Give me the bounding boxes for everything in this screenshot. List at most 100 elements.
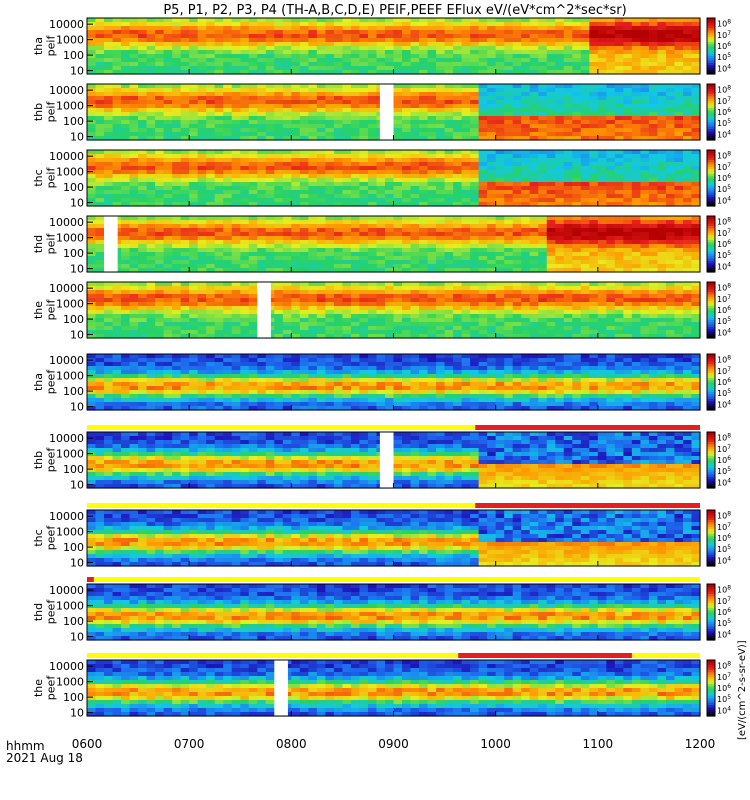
spectrogram-cell xyxy=(265,46,275,51)
spectrogram-cell xyxy=(597,22,607,27)
spectrogram-cell xyxy=(138,108,148,113)
spectrogram-cell xyxy=(121,260,131,265)
spectrogram-cell xyxy=(180,302,190,307)
spectrogram-cell xyxy=(461,240,471,245)
y-tick-label: 10 xyxy=(70,263,84,276)
spectrogram-cell xyxy=(555,22,565,27)
spectrogram-cell xyxy=(95,158,105,163)
spectrogram-cell xyxy=(436,120,446,125)
spectrogram-cell xyxy=(410,228,420,233)
spectrogram-cell xyxy=(631,62,641,67)
spectrogram-cell xyxy=(402,162,412,167)
spectrogram-cell xyxy=(223,62,233,67)
spectrogram-cell xyxy=(606,252,616,257)
spectrogram-cell xyxy=(291,314,301,319)
spectrogram-cell xyxy=(240,178,250,183)
spectrogram-cell xyxy=(580,50,590,55)
spectrogram-cell xyxy=(682,216,693,221)
spectrogram-cell xyxy=(504,46,514,51)
spectrogram-cell xyxy=(487,216,497,221)
spectrogram-cell xyxy=(546,26,556,31)
spectrogram-cell xyxy=(402,136,412,141)
spectrogram-cell xyxy=(674,54,684,59)
spectrogram-cell xyxy=(521,252,531,257)
spectrogram-cell xyxy=(376,306,386,311)
spectrogram-cell xyxy=(163,136,173,141)
spectrogram-cell xyxy=(163,66,173,71)
spectrogram-cell xyxy=(495,84,505,89)
spectrogram-cell xyxy=(631,58,641,63)
spectrogram-cell xyxy=(325,290,335,295)
spectrogram-cell xyxy=(504,186,514,191)
spectrogram-cell xyxy=(487,190,497,195)
spectrogram-cell xyxy=(410,38,420,43)
spectrogram-cell xyxy=(529,96,539,101)
spectrogram-cell xyxy=(546,132,556,137)
spectrogram-cell xyxy=(299,104,309,109)
spectrogram-cell xyxy=(274,162,284,167)
spectrogram-cell xyxy=(546,120,556,125)
spectrogram-cell xyxy=(461,256,471,261)
spectrogram-cell xyxy=(682,260,693,265)
spectrogram-cell xyxy=(308,252,318,257)
spectrogram-cell xyxy=(104,286,114,291)
spectrogram-cell xyxy=(665,22,676,27)
spectrogram-cell xyxy=(316,96,326,101)
spectrogram-cell xyxy=(495,120,505,125)
spectrogram-cell xyxy=(623,92,633,97)
spectrogram-cell xyxy=(197,108,207,113)
spectrogram-cell xyxy=(453,186,463,191)
spectrogram-cell xyxy=(291,282,301,287)
spectrogram-cell xyxy=(555,244,565,249)
spectrogram-cell xyxy=(206,310,216,315)
spectrogram-cell xyxy=(189,54,199,59)
spectrogram-cell xyxy=(172,182,182,187)
colorbar-segment xyxy=(707,43,715,47)
spectrogram-cell xyxy=(342,322,352,327)
spectrogram-cell xyxy=(521,286,531,291)
spectrogram-cell xyxy=(240,216,250,221)
spectrogram-cell xyxy=(419,310,429,315)
spectrogram-cell xyxy=(478,116,488,121)
spectrogram-cell xyxy=(189,104,199,109)
spectrogram-cell xyxy=(155,248,165,253)
spectrogram-cell xyxy=(436,236,446,241)
spectrogram-cell xyxy=(129,194,139,199)
spectrogram-cell xyxy=(333,50,344,55)
spectrogram-cell xyxy=(316,220,326,225)
spectrogram-cell xyxy=(367,42,378,47)
spectrogram-cell xyxy=(291,124,301,129)
spectrogram-cell xyxy=(640,38,650,43)
spectrogram-cell xyxy=(504,314,514,319)
spectrogram-cell xyxy=(640,186,650,191)
spectrogram-cell xyxy=(146,178,156,183)
spectrogram-cell xyxy=(665,124,676,129)
spectrogram-cell xyxy=(274,66,284,71)
spectrogram-cell xyxy=(410,34,420,39)
spectrogram-cell xyxy=(172,334,182,339)
spectrogram-cell xyxy=(623,158,633,163)
spectrogram-cell xyxy=(104,100,114,105)
spectrogram-cell xyxy=(444,186,454,191)
spectrogram-cell xyxy=(487,42,497,47)
spectrogram-cell xyxy=(342,124,352,129)
spectrogram-cell xyxy=(563,174,573,179)
spectrogram-cell xyxy=(682,224,693,229)
spectrogram-cell xyxy=(504,248,514,253)
spectrogram-cell xyxy=(410,186,420,191)
spectrogram-cell xyxy=(546,248,556,253)
spectrogram-cell xyxy=(240,290,250,295)
spectrogram-cell xyxy=(623,232,633,237)
spectrogram-cell xyxy=(393,224,403,229)
spectrogram-cell xyxy=(623,46,633,51)
spectrogram-cell xyxy=(155,178,165,183)
spectrogram-cell xyxy=(95,260,105,265)
spectrogram-cell xyxy=(606,62,616,67)
spectrogram-cell xyxy=(325,178,335,183)
spectrogram-cell xyxy=(316,334,326,339)
colorbar-segment xyxy=(707,244,715,247)
spectrogram-cell xyxy=(325,112,335,117)
spectrogram-cell xyxy=(240,248,250,253)
spectrogram-cell xyxy=(316,154,326,159)
spectrogram-cell xyxy=(121,42,131,47)
